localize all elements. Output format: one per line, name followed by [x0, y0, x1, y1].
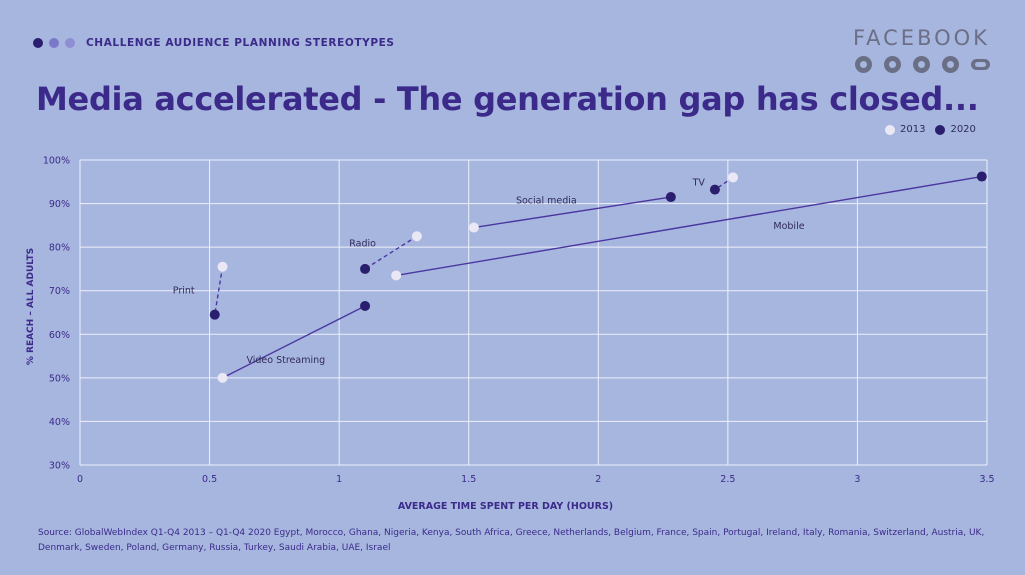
indicator-dot: [49, 38, 59, 48]
x-tick-label: 0: [77, 474, 83, 485]
connector-mobile: [396, 175, 982, 277]
y-tick-label: 70%: [49, 286, 70, 297]
y-axis-title: % REACH – ALL ADULTS: [26, 248, 36, 365]
legend-swatch-2020: [935, 124, 946, 135]
point-2013-tv: [728, 172, 739, 183]
y-tick-label: 50%: [49, 373, 70, 384]
point-2020-video-streaming: [360, 300, 371, 311]
indicator-dot: [65, 38, 75, 48]
series-label-radio: Radio: [349, 239, 376, 250]
messenger-icon: [884, 56, 901, 73]
series-label-mobile: Mobile: [773, 221, 804, 232]
legend-label-2013: 2013: [900, 124, 926, 135]
y-tick-label: 60%: [49, 330, 70, 341]
facebook-icon: [855, 56, 872, 73]
y-tick-label: 90%: [49, 199, 70, 210]
point-2020-social-media: [665, 192, 676, 203]
legend-label-2020: 2020: [950, 124, 976, 135]
point-2013-print: [217, 261, 228, 272]
point-2020-mobile: [976, 171, 987, 182]
oculus-icon: [971, 59, 990, 70]
chart-legend: 2013 2020: [885, 124, 976, 135]
section-eyebrow: CHALLENGE AUDIENCE PLANNING STEREOTYPES: [86, 37, 395, 49]
series-label-print: Print: [173, 286, 195, 297]
legend-swatch-2013: [885, 124, 895, 135]
legend-item-2013: 2013: [885, 124, 925, 135]
series-label-tv: TV: [692, 178, 706, 189]
point-2013-social-media: [468, 222, 479, 233]
y-tick-label: 100%: [43, 156, 70, 167]
social-icons: [855, 56, 990, 73]
point-2013-radio: [411, 231, 422, 242]
series-label-video-streaming: Video Streaming: [246, 355, 325, 366]
facebook-logo: FACEBOOK: [853, 26, 990, 50]
connector-radio: [364, 235, 418, 270]
y-tick-label: 80%: [49, 243, 70, 254]
x-tick-label: 1: [336, 474, 342, 485]
point-2013-video-streaming: [217, 372, 228, 383]
page-title: Media accelerated - The generation gap h…: [36, 80, 979, 118]
x-tick-label: 2.5: [720, 474, 735, 485]
x-tick-label: 0.5: [202, 474, 217, 485]
legend-item-2020: 2020: [935, 124, 976, 135]
point-2020-tv: [709, 184, 720, 195]
connector-social-media: [473, 196, 671, 229]
indicator-dot: [33, 38, 43, 48]
whatsapp-icon: [942, 56, 959, 73]
connector-video-streaming: [222, 305, 366, 379]
y-tick-label: 40%: [49, 417, 70, 428]
connector-print: [214, 266, 224, 315]
x-axis-title: AVERAGE TIME SPENT PER DAY (HOURS): [398, 501, 613, 512]
point-2020-print: [209, 309, 220, 320]
point-2013-mobile: [391, 270, 402, 281]
instagram-icon: [913, 56, 930, 73]
source-note: Source: GlobalWebIndex Q1-Q4 2013 – Q1-Q…: [38, 528, 985, 553]
x-tick-label: 2: [595, 474, 601, 485]
series-label-social-media: Social media: [516, 195, 577, 206]
x-tick-label: 3: [854, 474, 860, 485]
slide-indicator: [33, 38, 75, 48]
point-2020-radio: [360, 263, 371, 274]
x-tick-label: 3.5: [979, 474, 994, 485]
y-tick-label: 30%: [49, 461, 70, 472]
x-tick-label: 1.5: [461, 474, 476, 485]
